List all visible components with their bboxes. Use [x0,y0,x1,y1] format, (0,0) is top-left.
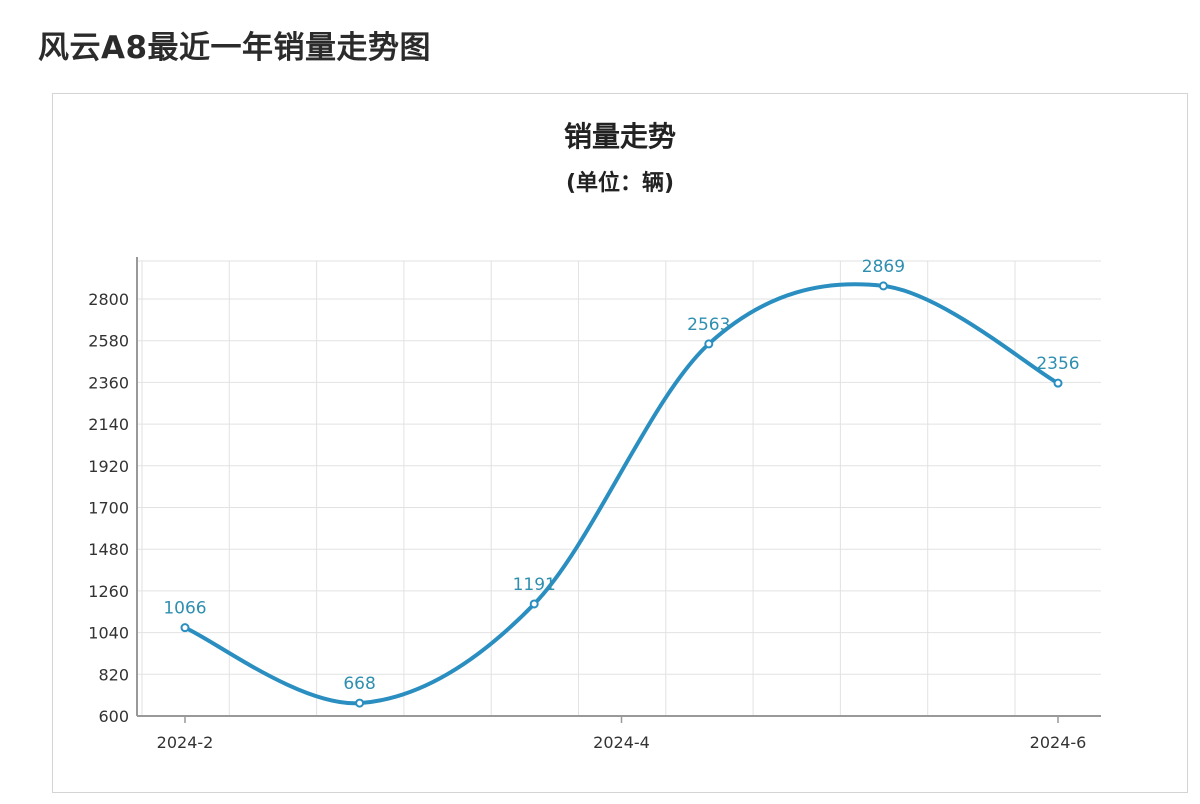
page-title: 风云A8最近一年销量走势图 [38,30,432,66]
data-point [180,623,190,633]
data-point [704,339,714,349]
x-tick-label: 2024-2 [157,733,214,752]
data-point [355,698,365,708]
data-label: 2356 [1036,354,1079,374]
y-tick-label: 2360 [88,373,129,392]
x-tick-label: 2024-4 [593,733,650,752]
chart-title: 销量走势 [564,120,676,153]
data-point [529,599,539,609]
data-label: 2563 [687,315,730,335]
series-sales [180,281,1063,708]
data-label: 2869 [862,257,905,277]
x-tick-label: 2024-6 [1030,733,1087,752]
y-tick-label: 1040 [88,624,129,643]
y-tick-label: 820 [98,665,129,684]
y-tick-label: 1260 [88,582,129,601]
data-label: 1066 [163,599,206,619]
grid [137,260,1101,716]
y-tick-label: 2580 [88,332,129,351]
chart-frame: 销量走势 (单位：辆) 600 820 1040 1260 1480 1700 1920 21… [52,93,1188,793]
data-label: 1191 [513,575,556,595]
series-line [183,282,1060,706]
y-tick-label: 1700 [88,499,129,518]
y-tick-label: 1920 [88,457,129,476]
data-point [1053,378,1063,388]
data-point [878,281,888,291]
y-tick-label: 600 [98,707,129,726]
y-tick-label: 2800 [88,290,129,309]
chart-subtitle: (单位：辆) [566,170,674,196]
y-tick-label: 1480 [88,540,129,559]
data-label: 668 [343,674,375,694]
axes: 600 820 1040 1260 1480 1700 1920 2140 2360 2580 28… [88,257,1101,752]
line-chart: 销量走势 (单位：辆) 600 820 1040 1260 1480 1700 1920 21… [88,120,1101,752]
data-labels: 1066 668 1191 2563 2869 2356 [163,257,1079,694]
y-tick-label: 2140 [88,415,129,434]
